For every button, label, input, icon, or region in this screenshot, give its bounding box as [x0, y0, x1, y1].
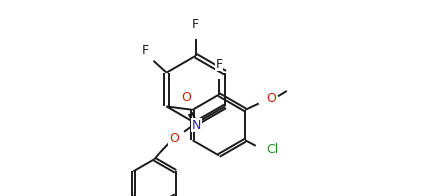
Text: O: O — [266, 92, 276, 105]
Text: Cl: Cl — [266, 143, 279, 156]
Text: O: O — [181, 91, 191, 104]
Text: N: N — [192, 119, 201, 132]
Text: F: F — [192, 18, 199, 31]
Text: O: O — [169, 132, 179, 145]
Text: F: F — [142, 44, 149, 56]
Text: F: F — [215, 58, 222, 71]
